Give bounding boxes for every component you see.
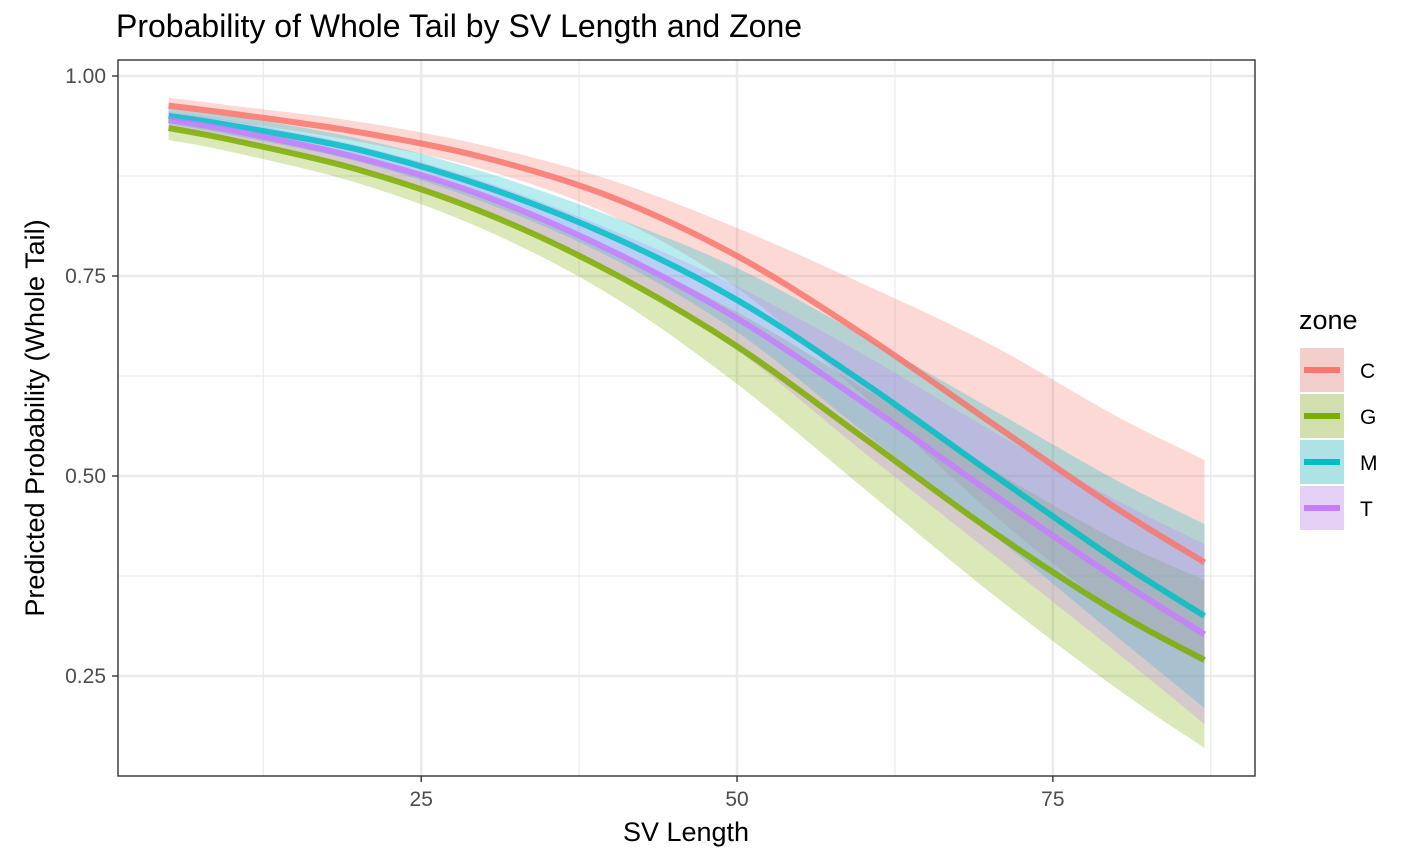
legend-label: C xyxy=(1360,360,1375,383)
line-series-m xyxy=(168,113,1207,619)
confidence-ribbons xyxy=(168,97,1205,749)
x-tick-label: 25 xyxy=(410,788,433,811)
y-tick-label: 1.00 xyxy=(65,65,106,88)
plot-border xyxy=(117,59,1256,777)
legend-label: T xyxy=(1360,498,1373,521)
x-tick-label: 50 xyxy=(725,788,748,811)
y-axis: 0.25 0.50 0.75 1.00 xyxy=(65,65,118,688)
ribbon-c xyxy=(168,97,1205,665)
legend-item-g: G xyxy=(1300,394,1376,438)
line-series-t xyxy=(168,117,1207,637)
legend-title: zone xyxy=(1299,305,1358,335)
x-axis-title: SV Length xyxy=(623,817,749,847)
grid xyxy=(118,60,1255,776)
y-tick-label: 0.50 xyxy=(65,465,106,488)
line-series-g xyxy=(167,125,1206,663)
y-axis-title: Predicted Probability (Whole Tail) xyxy=(20,219,50,616)
series-lines xyxy=(167,102,1207,663)
y-tick-label: 0.25 xyxy=(65,665,106,688)
legend-item-c: C xyxy=(1300,348,1375,392)
y-tick-label: 0.75 xyxy=(65,265,106,288)
legend-item-m: M xyxy=(1300,440,1378,484)
plot-area xyxy=(117,59,1256,777)
legend-label: M xyxy=(1360,452,1378,475)
line-series-c xyxy=(168,102,1207,565)
legend-item-t: T xyxy=(1300,486,1373,530)
x-tick-label: 75 xyxy=(1041,788,1064,811)
legend-label: G xyxy=(1360,406,1376,429)
x-axis: 25 50 75 xyxy=(410,776,1065,811)
plot-background xyxy=(118,60,1255,776)
chart-title: Probability of Whole Tail by SV Length a… xyxy=(116,8,802,44)
